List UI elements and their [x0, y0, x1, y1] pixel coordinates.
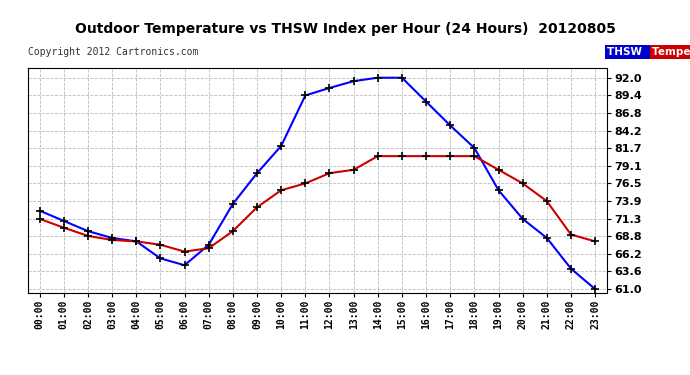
Text: Outdoor Temperature vs THSW Index per Hour (24 Hours)  20120805: Outdoor Temperature vs THSW Index per Ho…	[75, 22, 615, 36]
Text: Copyright 2012 Cartronics.com: Copyright 2012 Cartronics.com	[28, 47, 198, 57]
Text: THSW  (°F): THSW (°F)	[607, 47, 671, 57]
Text: Temperature  (°F): Temperature (°F)	[652, 47, 690, 57]
